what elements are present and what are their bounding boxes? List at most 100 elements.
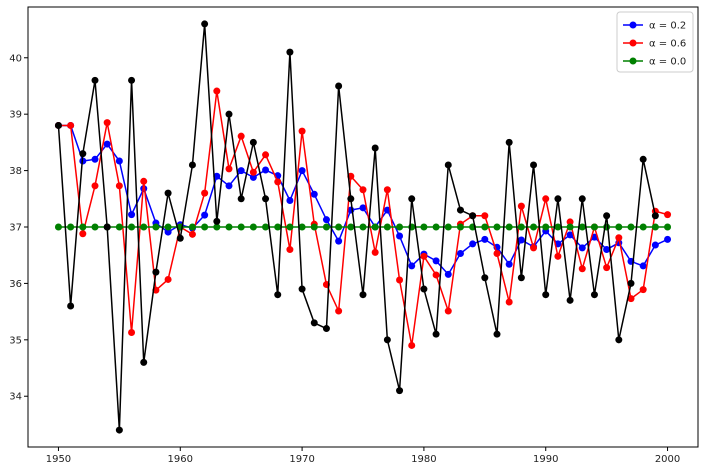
legend-item: α = 0.2 [623,21,686,32]
data-point [493,223,501,231]
data-point [54,121,62,129]
data-point [383,223,391,231]
data-point [432,271,440,279]
data-point [627,223,635,231]
x-axis: 1950 1960 1970 1980 1990 2000 [46,447,680,465]
data-point [481,274,489,282]
data-point [481,223,489,231]
data-point [444,223,452,231]
data-point [651,212,659,220]
data-point [456,223,464,231]
plot-series [54,20,672,434]
data-point [103,223,111,231]
data-point [493,330,501,338]
data-point [115,182,123,190]
legend-item: α = 0.6 [623,39,686,50]
data-point [91,182,99,190]
data-point [347,195,355,203]
data-point [517,236,525,244]
data-point [213,223,221,231]
data-point [505,138,513,146]
data-point [201,189,209,197]
legend: α = 0.2 α = 0.6 α = 0.0 [616,11,694,73]
data-point [140,223,148,231]
data-point [128,76,136,84]
data-point [603,212,611,220]
data-point [542,195,550,203]
data-point [67,223,75,231]
data-point [79,150,87,158]
series-line [57,23,657,431]
data-point [505,223,513,231]
data-point [115,426,123,434]
data-point [249,223,257,231]
data-point [420,285,428,293]
data-point [213,172,221,180]
data-point [188,230,196,238]
data-point [213,217,221,225]
data-point [578,223,586,231]
data-point [408,262,416,270]
data-point [274,291,282,299]
data-point [103,140,111,148]
data-point [651,223,659,231]
data-point [664,211,672,219]
data-point [298,127,306,135]
data-point [469,240,477,248]
data-point [444,161,452,169]
data-point [371,223,379,231]
data-point [396,232,404,240]
data-point [396,223,404,231]
data-point [517,223,525,231]
data-point [639,223,647,231]
data-point [408,195,416,203]
data-point [262,195,270,203]
data-point [566,218,574,226]
data-point [274,223,282,231]
data-point [140,358,148,366]
data-point [639,262,647,270]
data-point [152,268,160,276]
data-point [91,155,99,163]
data-point [164,228,172,236]
data-point [225,110,233,118]
data-point [554,223,562,231]
data-point [603,264,611,272]
data-point [481,235,489,243]
legend-label: α = 0.2 [649,21,686,32]
data-point [359,223,367,231]
y-tick-label: 35 [9,335,22,346]
data-point [237,195,245,203]
data-point [456,206,464,214]
data-point [91,223,99,231]
data-point [420,252,428,260]
data-point [359,186,367,194]
y-axis: 34 35 36 37 38 39 40 [9,53,28,403]
data-point [213,87,221,95]
x-tick-label: 1950 [46,454,71,465]
data-point [590,223,598,231]
legend-label: α = 0.0 [649,57,686,68]
data-point [128,211,136,219]
data-point [67,302,75,310]
data-point [396,276,404,284]
data-point [639,286,647,294]
data-point [530,161,538,169]
data-point [578,195,586,203]
data-point [566,231,574,239]
legend-label: α = 0.6 [649,39,686,50]
data-point [347,223,355,231]
data-point [554,195,562,203]
data-point [664,223,672,231]
legend-box [616,11,694,73]
legend-marker [629,39,637,47]
data-point [152,223,160,231]
data-point [176,234,184,242]
data-point [237,167,245,175]
data-point [310,190,318,198]
data-point [627,295,635,303]
data-point [432,330,440,338]
data-point [164,189,172,197]
data-point [578,244,586,252]
